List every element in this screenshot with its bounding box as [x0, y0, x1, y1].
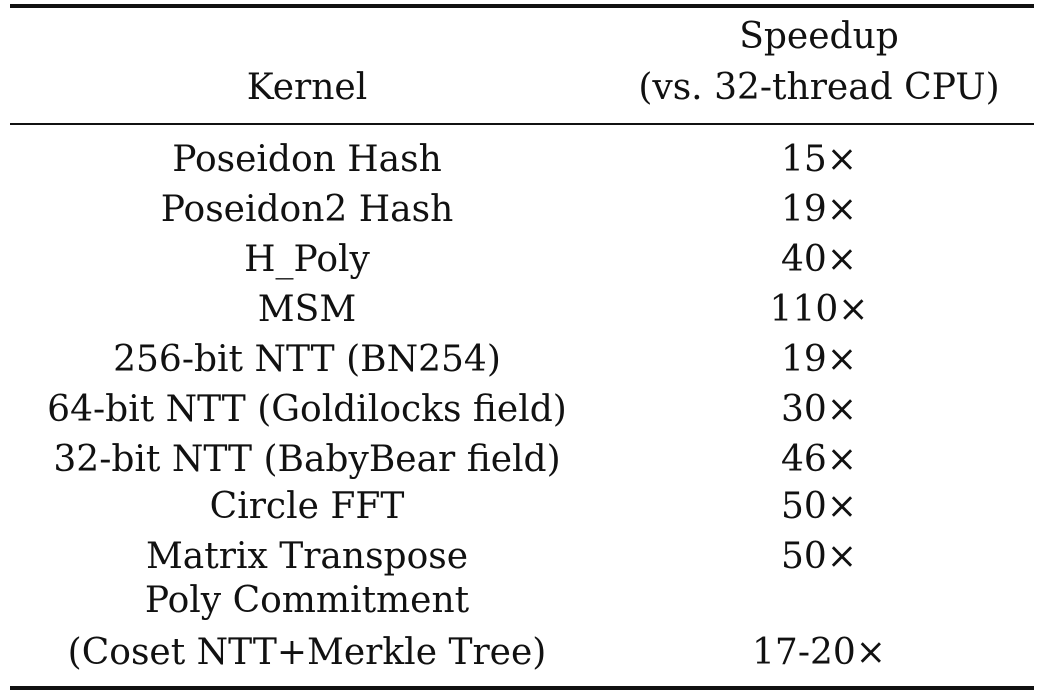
row-kernel: Circle FFT — [209, 486, 405, 527]
row-speedup: 50× — [781, 486, 857, 527]
row-speedup: 110× — [769, 289, 869, 330]
row-kernel: 32-bit NTT (BabyBear field) — [53, 439, 561, 480]
row-kernel: 64-bit NTT (Goldilocks field) — [47, 389, 567, 430]
header-kernel: Kernel — [246, 67, 368, 108]
row-kernel: Poly Commitment — [144, 580, 470, 621]
row-kernel: H_Poly — [244, 239, 370, 280]
row-kernel: Poseidon Hash — [172, 139, 442, 180]
row-speedup: 15× — [781, 139, 857, 180]
row-speedup: 17-20× — [752, 632, 886, 673]
header-rule — [10, 123, 1034, 125]
header-speedup-line1: Speedup — [739, 16, 899, 57]
row-speedup: 19× — [781, 189, 857, 230]
top-rule — [10, 4, 1034, 8]
row-kernel: 256-bit NTT (BN254) — [113, 339, 501, 380]
row-kernel: (Coset NTT+Merkle Tree) — [67, 632, 547, 673]
row-kernel: Matrix Transpose — [145, 536, 469, 577]
header-speedup-line2: (vs. 32-thread CPU) — [638, 67, 1000, 108]
row-speedup: 50× — [781, 536, 857, 577]
row-speedup: 30× — [781, 389, 857, 430]
row-speedup: 40× — [781, 239, 857, 280]
row-speedup: 19× — [781, 339, 857, 380]
row-kernel: Poseidon2 Hash — [160, 189, 454, 230]
row-speedup: 46× — [781, 439, 857, 480]
row-kernel: MSM — [257, 289, 357, 330]
bottom-rule — [10, 686, 1034, 690]
